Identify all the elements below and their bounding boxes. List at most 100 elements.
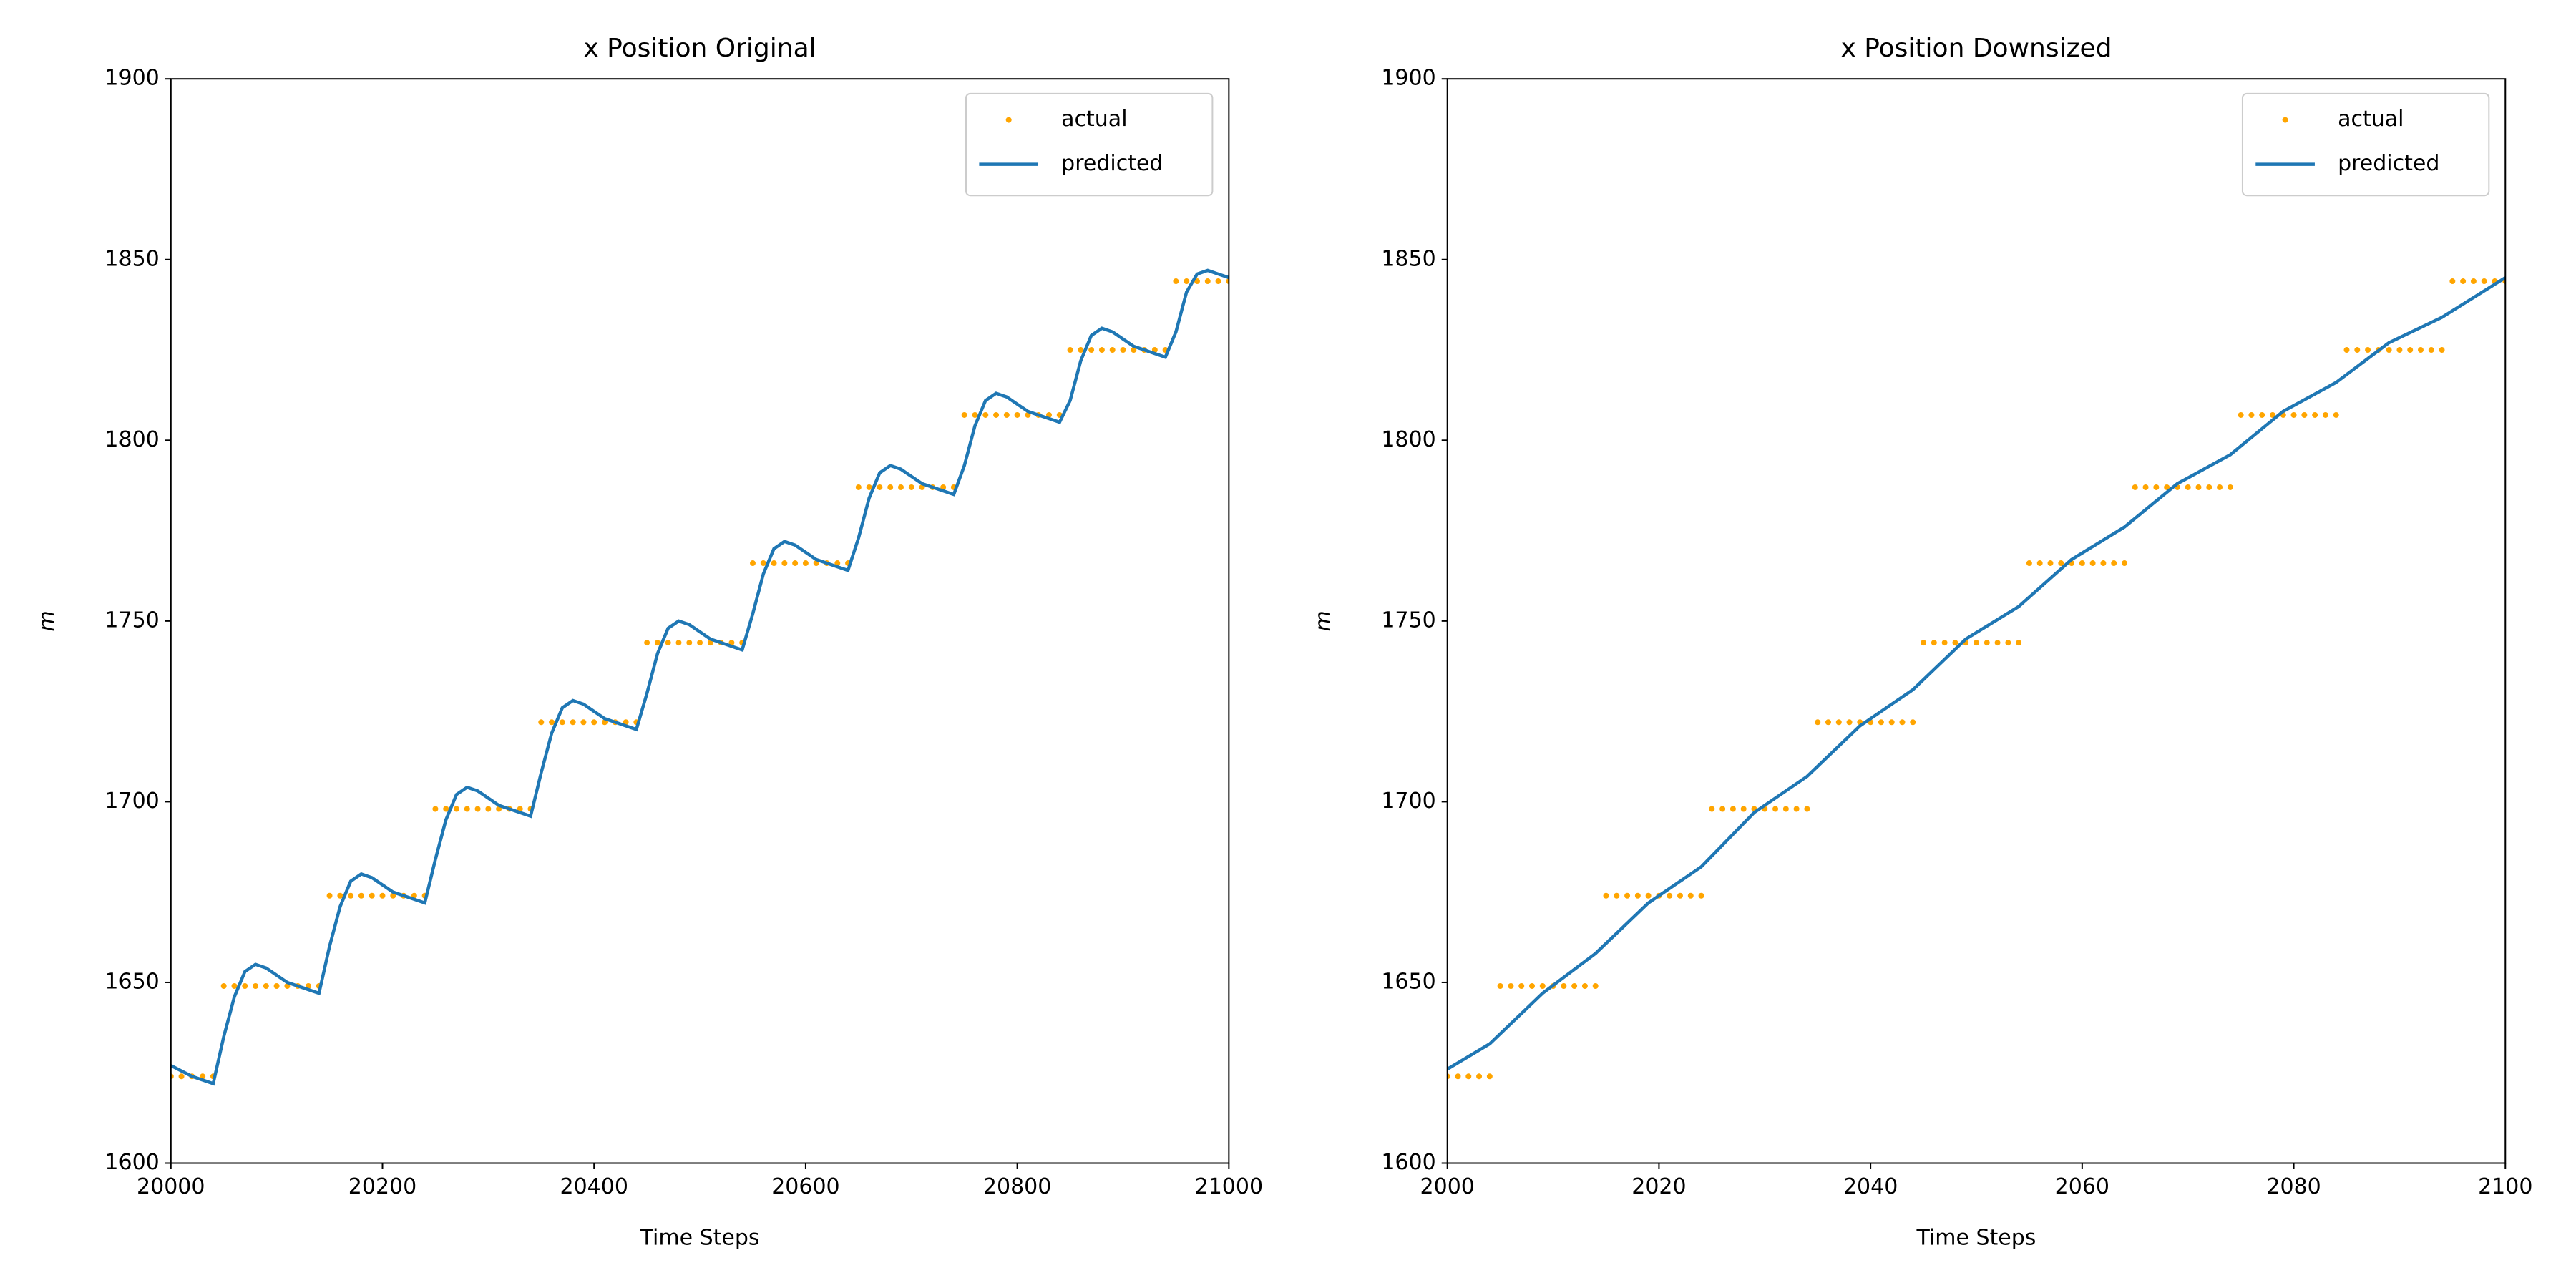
actual-point — [1518, 983, 1525, 990]
actual-point — [2016, 640, 2022, 646]
actual-point — [1088, 347, 1095, 353]
actual-point — [1687, 892, 1694, 899]
legend-label: predicted — [2338, 151, 2439, 176]
actual-point — [2058, 560, 2064, 567]
actual-point — [326, 892, 333, 899]
actual-point — [369, 892, 375, 899]
actual-point — [1465, 1073, 1472, 1080]
actual-point — [1941, 640, 1948, 646]
actual-point — [1508, 983, 1514, 990]
actual-point — [273, 983, 280, 990]
actual-point — [1984, 640, 1990, 646]
actual-point — [2259, 411, 2265, 418]
predicted-line — [1447, 276, 2506, 1071]
actual-point — [1888, 719, 1895, 726]
actual-point — [972, 411, 978, 418]
actual-point — [432, 806, 439, 812]
actual-point — [2153, 484, 2160, 490]
actual-point — [2111, 560, 2117, 567]
actual-point — [1952, 640, 1958, 646]
actual-point — [538, 719, 545, 726]
y-tick-label: 1700 — [104, 789, 159, 814]
actual-point — [1098, 347, 1105, 353]
actual-point — [982, 411, 989, 418]
actual-point — [2417, 347, 2424, 353]
actual-point — [897, 484, 904, 490]
x-axis-label: Time Steps — [640, 1226, 760, 1251]
actual-point — [2343, 347, 2350, 353]
actual-point — [1793, 806, 1800, 812]
actual-point — [1846, 719, 1853, 726]
actual-point — [675, 640, 682, 646]
actual-point — [2322, 411, 2328, 418]
x-tick-label: 2060 — [2055, 1174, 2109, 1199]
actual-point — [1634, 892, 1641, 899]
legend-label: actual — [1061, 107, 1127, 132]
actual-point — [1571, 983, 1578, 990]
actual-point — [2365, 347, 2371, 353]
y-tick-label: 1800 — [1381, 427, 1435, 452]
chart-title: x Position Original — [583, 34, 816, 63]
actual-point — [2354, 347, 2361, 353]
actual-point — [1677, 892, 1683, 899]
actual-point — [379, 892, 386, 899]
actual-point — [2333, 411, 2339, 418]
x-tick-label: 20200 — [348, 1174, 416, 1199]
actual-point — [2195, 484, 2202, 490]
legend-box — [2241, 92, 2490, 197]
actual-point — [2386, 347, 2392, 353]
actual-point — [855, 484, 862, 490]
actual-point — [781, 560, 788, 567]
y-tick-label: 1850 — [104, 246, 159, 271]
actual-point — [1815, 719, 1821, 726]
actual-point — [2079, 560, 2085, 567]
actual-point — [1539, 983, 1546, 990]
x-tick-label: 21000 — [1195, 1174, 1263, 1199]
actual-point — [877, 484, 883, 490]
actual-point — [1561, 983, 1567, 990]
actual-point — [1581, 983, 1588, 990]
actual-point — [771, 560, 777, 567]
y-axis-label: m — [34, 610, 59, 631]
y-tick-label: 1900 — [1381, 66, 1435, 91]
actual-point — [2290, 411, 2297, 418]
actual-point — [792, 560, 799, 567]
actual-point — [1194, 278, 1200, 285]
actual-point — [1184, 278, 1190, 285]
actual-point — [2301, 411, 2308, 418]
actual-point — [2227, 484, 2233, 490]
actual-point — [2132, 484, 2138, 490]
actual-point — [2089, 560, 2096, 567]
actual-point — [1772, 806, 1779, 812]
x-tick-label: 20800 — [983, 1174, 1051, 1199]
y-tick-label: 1700 — [1381, 789, 1435, 814]
actual-point — [2026, 560, 2032, 567]
actual-point — [644, 640, 650, 646]
actual-point — [1120, 347, 1126, 353]
actual-point — [1782, 806, 1789, 812]
x-tick-label: 2080 — [2266, 1174, 2321, 1199]
legend-marker — [1005, 117, 1012, 123]
plot-area — [170, 268, 1229, 1086]
actual-point — [1014, 411, 1020, 418]
axes-frame — [1446, 78, 2507, 1164]
actual-point — [358, 892, 364, 899]
actual-point — [1825, 719, 1831, 726]
actual-point — [1804, 806, 1810, 812]
x-tick-label: 2100 — [2478, 1174, 2532, 1199]
actual-point — [1614, 892, 1620, 899]
actual-point — [2164, 484, 2170, 490]
actual-point — [474, 806, 481, 812]
actual-point — [1204, 278, 1211, 285]
actual-point — [1667, 892, 1673, 899]
actual-point — [2269, 411, 2275, 418]
actual-point — [253, 983, 259, 990]
actual-point — [2407, 347, 2414, 353]
actual-point — [887, 484, 894, 490]
actual-point — [348, 892, 354, 899]
actual-point — [760, 560, 766, 567]
actual-point — [337, 892, 343, 899]
actual-point — [2217, 484, 2223, 490]
actual-point — [1729, 806, 1736, 812]
